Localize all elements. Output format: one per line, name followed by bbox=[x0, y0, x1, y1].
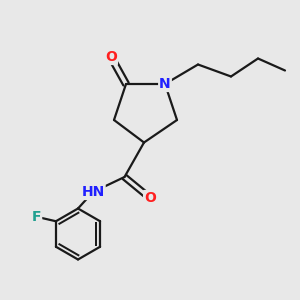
Text: HN: HN bbox=[81, 185, 105, 199]
Text: O: O bbox=[105, 50, 117, 64]
Text: F: F bbox=[32, 210, 41, 224]
Text: N: N bbox=[159, 77, 171, 91]
Text: O: O bbox=[144, 191, 156, 205]
